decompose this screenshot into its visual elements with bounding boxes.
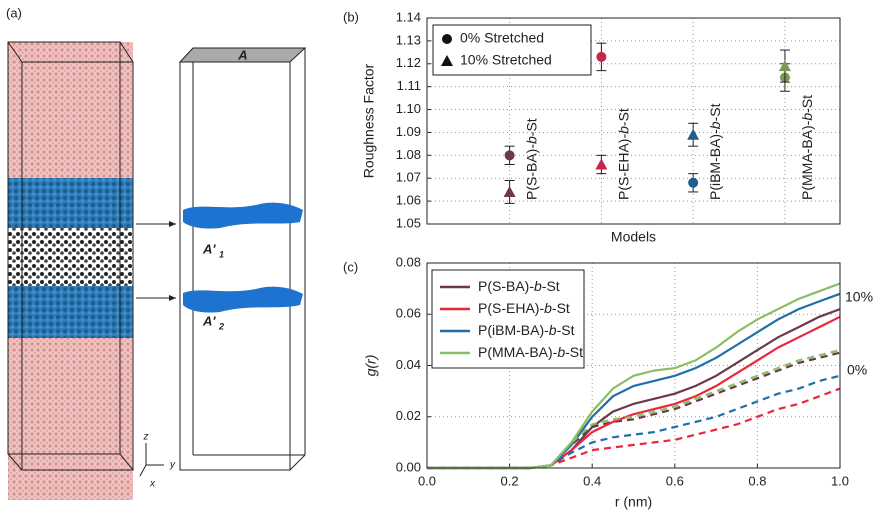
category-label: P(iBM-BA)-b-St bbox=[707, 103, 723, 200]
y-tick-label: 0.02 bbox=[396, 408, 421, 423]
axis-name: z bbox=[143, 432, 149, 443]
x-tick-label: 1.0 bbox=[831, 473, 849, 488]
category-label: P(S-EHA)-b-St bbox=[615, 108, 631, 200]
category-label: P(S-BA)-b-St bbox=[523, 118, 539, 200]
x-tick-label: 0.0 bbox=[418, 473, 436, 488]
panel-label: (a) bbox=[6, 5, 22, 20]
legend-label: 10% Stretched bbox=[460, 52, 552, 68]
legend-label: P(S-BA)-b-St bbox=[478, 278, 560, 294]
marker bbox=[687, 128, 700, 140]
x-tick-label: 0.6 bbox=[666, 473, 684, 488]
y-tick-label: 0.00 bbox=[396, 459, 421, 474]
axis-name: y bbox=[169, 460, 176, 471]
y-tick-label: 1.05 bbox=[396, 215, 421, 230]
group-label: 10% bbox=[845, 289, 873, 305]
x-axis-label: r (nm) bbox=[615, 494, 652, 510]
interface-band bbox=[8, 286, 133, 338]
y-tick-label: 1.11 bbox=[397, 78, 421, 93]
category-label: P(MMA-BA)-b-St bbox=[799, 95, 815, 200]
legend-label: 0% Stretched bbox=[460, 30, 544, 46]
axes-frame bbox=[426, 17, 841, 225]
box-outline bbox=[7, 41, 134, 471]
y-tick-label: 1.06 bbox=[396, 193, 421, 208]
line-0pct bbox=[427, 374, 841, 470]
chain-layer bbox=[8, 228, 133, 286]
marker bbox=[596, 51, 607, 62]
y-tick-label: 1.07 bbox=[396, 170, 421, 185]
axis-name: x bbox=[149, 479, 156, 490]
y-tick-label: 1.09 bbox=[396, 124, 421, 139]
x-tick-label: 0.8 bbox=[748, 473, 766, 488]
y-tick-label: 1.14 bbox=[396, 9, 421, 24]
surface-label-sub: 1 bbox=[219, 249, 224, 259]
marker bbox=[595, 158, 608, 170]
box-outline bbox=[179, 47, 306, 471]
marker bbox=[442, 34, 452, 44]
y-tick-label: 0.04 bbox=[396, 357, 421, 372]
surface bbox=[183, 202, 303, 229]
y-axis-label: g(r) bbox=[363, 355, 379, 377]
y-tick-label: 1.13 bbox=[396, 32, 421, 47]
y-tick-label: 0.06 bbox=[396, 306, 421, 321]
top-label: A bbox=[237, 47, 247, 62]
top-face bbox=[178, 47, 307, 63]
y-tick-label: 1.08 bbox=[396, 147, 421, 162]
y-tick-label: 1.10 bbox=[396, 101, 421, 116]
marker bbox=[441, 55, 453, 66]
group-label: 0% bbox=[847, 362, 867, 378]
legend-label: P(S-EHA)-b-St bbox=[478, 300, 570, 316]
axis-triad bbox=[139, 443, 164, 477]
marker bbox=[688, 177, 699, 188]
legend-box bbox=[432, 24, 592, 76]
y-tick-label: 0.08 bbox=[396, 254, 421, 269]
line-0pct bbox=[427, 387, 841, 470]
y-tick-label: 1.12 bbox=[396, 55, 421, 70]
legend-label: P(iBM-BA)-b-St bbox=[478, 322, 575, 338]
x-axis-label: Models bbox=[611, 229, 656, 245]
surface-label: A' bbox=[202, 241, 216, 256]
surface bbox=[183, 286, 303, 313]
surface-label: A' bbox=[202, 313, 216, 328]
y-axis-label: Roughness Factor bbox=[361, 63, 377, 178]
panel-label: (c) bbox=[343, 259, 358, 274]
surface-label-sub: 2 bbox=[218, 321, 224, 331]
x-tick-label: 0.2 bbox=[501, 473, 519, 488]
panel-a: (a) A A' 1 A' 2 z y x bbox=[6, 5, 307, 500]
marker bbox=[503, 185, 516, 197]
marker bbox=[504, 150, 515, 161]
line-0pct bbox=[427, 351, 841, 470]
marker bbox=[778, 60, 791, 72]
interface-band bbox=[8, 178, 133, 228]
axes-frame bbox=[426, 262, 841, 469]
x-tick-label: 0.4 bbox=[583, 473, 601, 488]
panel-label: (b) bbox=[343, 9, 359, 24]
legend-label: P(MMA-BA)-b-St bbox=[478, 344, 583, 360]
